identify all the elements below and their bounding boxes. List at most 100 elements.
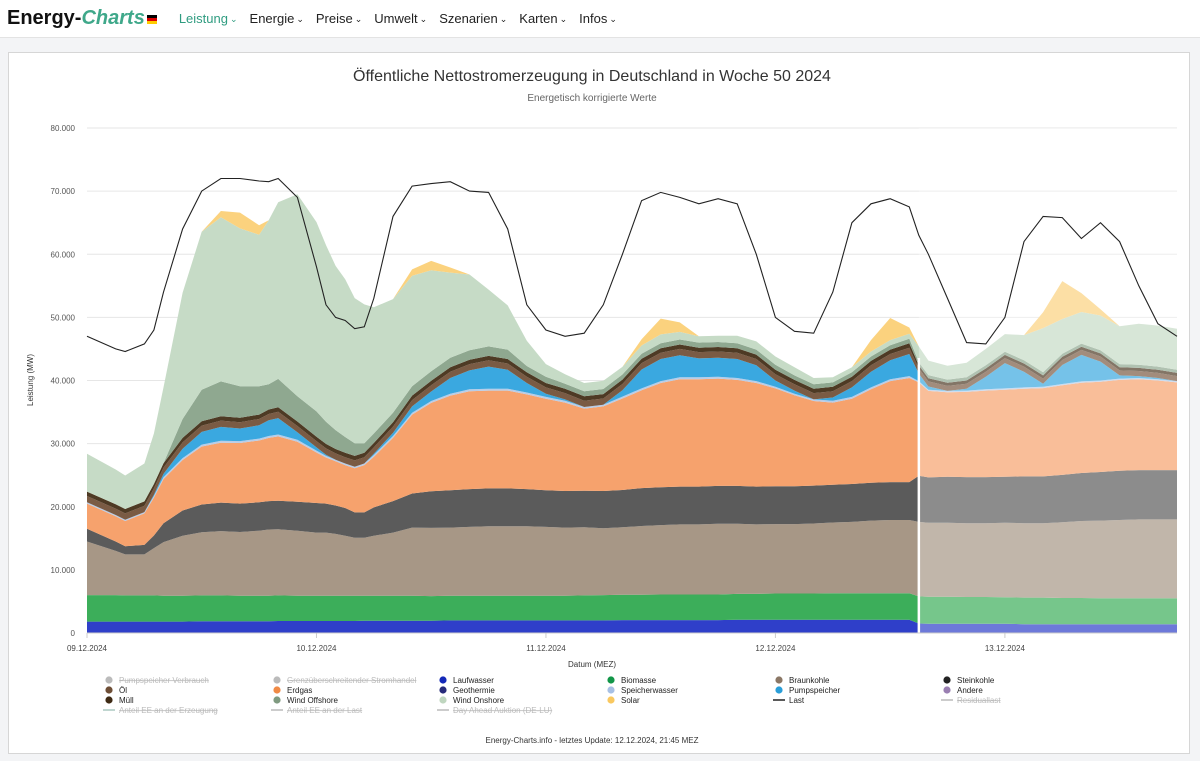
area-öl[interactable]: [87, 347, 1177, 520]
legend-label: Laufwasser: [453, 676, 494, 685]
legend-symbol: [943, 676, 951, 684]
area-pumpspeicher[interactable]: [87, 354, 1177, 520]
legend-item-anteil-ee-an-der-last[interactable]: Anteil EE an der Last: [271, 706, 363, 715]
legend-label: Anteil EE an der Last: [287, 706, 363, 715]
chevron-down-icon: ⌄: [296, 14, 304, 24]
legend-symbol: [439, 676, 447, 684]
legend-symbol: [775, 676, 783, 684]
legend-item-last[interactable]: Last: [773, 696, 805, 705]
generation-chart: Öffentliche Nettostromerzeugung in Deuts…: [26, 67, 1178, 745]
nav-item-karten[interactable]: Karten ⌄: [513, 11, 573, 26]
nav-item-energie[interactable]: Energie ⌄: [244, 11, 310, 26]
nav-item-infos[interactable]: Infos ⌄: [573, 11, 623, 26]
y-tick-label: 10.000: [51, 566, 76, 575]
area-steinkohle[interactable]: [87, 470, 1177, 555]
legend-item-solar[interactable]: Solar: [607, 696, 640, 705]
legend-label: Speicherwasser: [621, 686, 678, 695]
brand-accent-text: Charts: [81, 7, 145, 29]
area-biomasse[interactable]: [87, 593, 1177, 625]
legend-item-biomasse[interactable]: Biomasse: [607, 676, 657, 685]
x-axis: 09.12.2024 10.12.2024 11.12.2024 12.12.2024…: [67, 632, 1177, 653]
nav-item-leistung[interactable]: Leistung ⌄: [173, 11, 244, 26]
legend-item-pumpspeicher[interactable]: Pumpspeicher: [775, 686, 840, 695]
load-line[interactable]: [86, 177, 1178, 353]
y-tick-label: 70.000: [51, 187, 76, 196]
brand-logo[interactable]: Energy- Charts: [7, 7, 157, 30]
legend-label: Day Ahead Auktion (DE-LU): [453, 706, 552, 715]
x-tick-label: 11.12.2024: [526, 644, 566, 653]
legend-symbol: [273, 696, 281, 704]
legend-item-grenzüberschreitender-stromhandel[interactable]: Grenzüberschreitender Stromhandel: [273, 676, 417, 685]
legend-label: Steinkohle: [957, 676, 995, 685]
top-navbar: Energy- Charts Leistung ⌄ Energie ⌄ Preise ⌄ U…: [0, 0, 1200, 38]
x-axis-label: Datum (MEZ): [568, 660, 616, 669]
legend-label: Erdgas: [287, 686, 312, 695]
legend-label: Andere: [957, 686, 983, 695]
legend-item-steinkohle[interactable]: Steinkohle: [943, 676, 995, 685]
load-line-group: [86, 177, 1178, 353]
area-müll[interactable]: [87, 343, 1177, 514]
chevron-down-icon: ⌄: [609, 14, 617, 24]
legend-symbol: [607, 686, 615, 694]
legend-item-anteil-ee-an-der-erzeugung[interactable]: Anteil EE an der Erzeugung: [103, 706, 218, 715]
nav-item-label: Umwelt: [374, 11, 418, 26]
legend-label: Müll: [119, 696, 134, 705]
y-tick-label: 50.000: [51, 313, 76, 322]
legend-item-speicherwasser[interactable]: Speicherwasser: [607, 686, 678, 695]
stacked-areas: [87, 194, 1177, 633]
y-tick-label: 0: [71, 629, 76, 638]
y-tick-label: 30.000: [51, 440, 76, 449]
legend-item-geothermie[interactable]: Geothermie: [439, 686, 495, 695]
nav-item-label: Szenarien: [439, 11, 498, 26]
legend-symbol: [439, 686, 447, 694]
legend-label: Wind Offshore: [287, 696, 339, 705]
legend-symbol: [105, 696, 113, 704]
legend-label: Braunkohle: [789, 676, 830, 685]
legend-item-laufwasser[interactable]: Laufwasser: [439, 676, 494, 685]
area-wind-offshore[interactable]: [87, 338, 1177, 509]
area-braunkohle[interactable]: [87, 519, 1177, 599]
legend-item-wind-offshore[interactable]: Wind Offshore: [273, 696, 339, 705]
legend-item-residuallast[interactable]: Residuallast: [941, 696, 1001, 705]
chart-credit: Energy-Charts.info - letztes Update: 12.…: [485, 736, 698, 745]
legend-symbol: [943, 686, 951, 694]
chevron-down-icon: ⌄: [499, 14, 508, 24]
legend-item-andere[interactable]: Andere: [943, 686, 983, 695]
legend-item-müll[interactable]: Müll: [105, 696, 134, 705]
chevron-down-icon: ⌄: [354, 14, 363, 24]
area-erdgas[interactable]: [87, 378, 1177, 547]
legend-label: Anteil EE an der Erzeugung: [119, 706, 218, 715]
legend-item-öl[interactable]: Öl: [105, 686, 127, 695]
legend-item-erdgas[interactable]: Erdgas: [273, 686, 312, 695]
nav-item-umwelt[interactable]: Umwelt ⌄: [368, 11, 433, 26]
area-wind-onshore[interactable]: [87, 194, 1177, 510]
y-tick-label: 80.000: [51, 124, 76, 133]
legend-item-day-ahead-auktion-de-lu-[interactable]: Day Ahead Auktion (DE-LU): [437, 706, 552, 715]
chevron-down-icon: ⌄: [419, 14, 428, 24]
legend-label: Biomasse: [621, 676, 657, 685]
main-menu: Leistung ⌄ Energie ⌄ Preise ⌄ Umwelt ⌄ Szenarien…: [173, 11, 623, 26]
legend-item-wind-onshore[interactable]: Wind Onshore: [439, 696, 505, 705]
legend-label: Grenzüberschreitender Stromhandel: [287, 676, 417, 685]
forecast-shade: [918, 128, 1177, 633]
x-tick-label: 13.12.2024: [985, 644, 1026, 653]
legend-symbol: [273, 676, 281, 684]
forecast-overlay: [917, 128, 1177, 633]
x-tick-label: 12.12.2024: [755, 644, 796, 653]
nav-item-preise[interactable]: Preise ⌄: [310, 11, 368, 26]
legend-item-braunkohle[interactable]: Braunkohle: [775, 676, 830, 685]
chevron-down-icon: ⌄: [229, 14, 238, 24]
nav-item-label: Preise: [315, 11, 353, 26]
nav-item-szenarien[interactable]: Szenarien ⌄: [433, 11, 513, 26]
chart-title: Öffentliche Nettostromerzeugung in Deuts…: [353, 67, 831, 85]
y-axis: 0 10.000 20.000 30.000 40.000 50.000 60.000 70.…: [51, 124, 76, 638]
chevron-down-icon: ⌄: [559, 14, 568, 24]
legend-item-pumpspeicher-verbrauch[interactable]: Pumpspeicher Verbrauch: [105, 676, 209, 685]
german-flag-icon: [146, 15, 157, 24]
chart-legend: Pumpspeicher Verbrauch Grenzüberschreiten…: [103, 676, 1001, 715]
brand-main-text: Energy-: [7, 7, 82, 29]
area-laufwasser[interactable]: [87, 619, 1177, 633]
legend-label: Residuallast: [957, 696, 1001, 705]
legend-label: Öl: [119, 686, 127, 695]
nav-item-label: Leistung: [178, 11, 228, 26]
